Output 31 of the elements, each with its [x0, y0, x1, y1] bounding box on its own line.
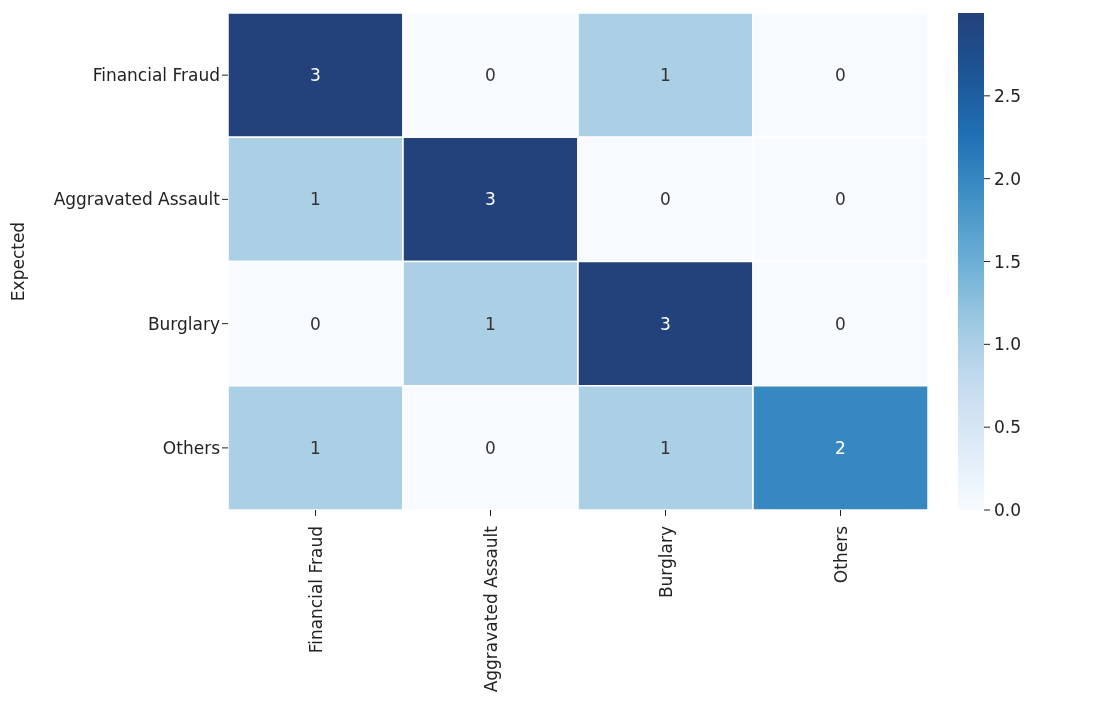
- y-tick-label: Aggravated Assault: [53, 189, 221, 210]
- data-label: 3: [660, 313, 671, 334]
- data-label: 2: [835, 437, 846, 458]
- color-bar-label: 2.5: [994, 85, 1022, 106]
- data-label: 3: [310, 65, 321, 86]
- color-bar-label: 1.5: [994, 251, 1022, 272]
- data-label: 0: [835, 65, 846, 86]
- y-axis-title: Expected: [8, 221, 29, 302]
- y-tick-label: Burglary: [147, 313, 220, 334]
- x-tick-label: Others: [830, 525, 851, 584]
- y-tick-label: Financial Fraud: [92, 65, 220, 86]
- x-tick-label: Aggravated Assault: [480, 525, 501, 693]
- color-bar-label: 0.0: [994, 500, 1022, 520]
- data-label: 3: [485, 189, 496, 210]
- color-bar-label: 1.0: [994, 334, 1022, 355]
- data-label: 0: [660, 189, 671, 210]
- x-tick-label: Burglary: [655, 526, 676, 599]
- data-label: 0: [310, 313, 321, 334]
- data-label: 1: [310, 189, 321, 210]
- data-label: 0: [485, 437, 496, 458]
- data-label: 1: [660, 437, 671, 458]
- x-tick-label: Financial Fraud: [305, 526, 326, 654]
- data-label: 1: [485, 313, 496, 334]
- data-label: 0: [485, 65, 496, 86]
- data-label: 0: [835, 189, 846, 210]
- color-bar-label: 2.0: [994, 168, 1022, 189]
- data-label: 1: [660, 65, 671, 86]
- data-label: 1: [310, 437, 321, 458]
- color-bar-label: 0.5: [994, 417, 1022, 438]
- data-label: 0: [835, 313, 846, 334]
- y-tick-label: Others: [162, 437, 221, 458]
